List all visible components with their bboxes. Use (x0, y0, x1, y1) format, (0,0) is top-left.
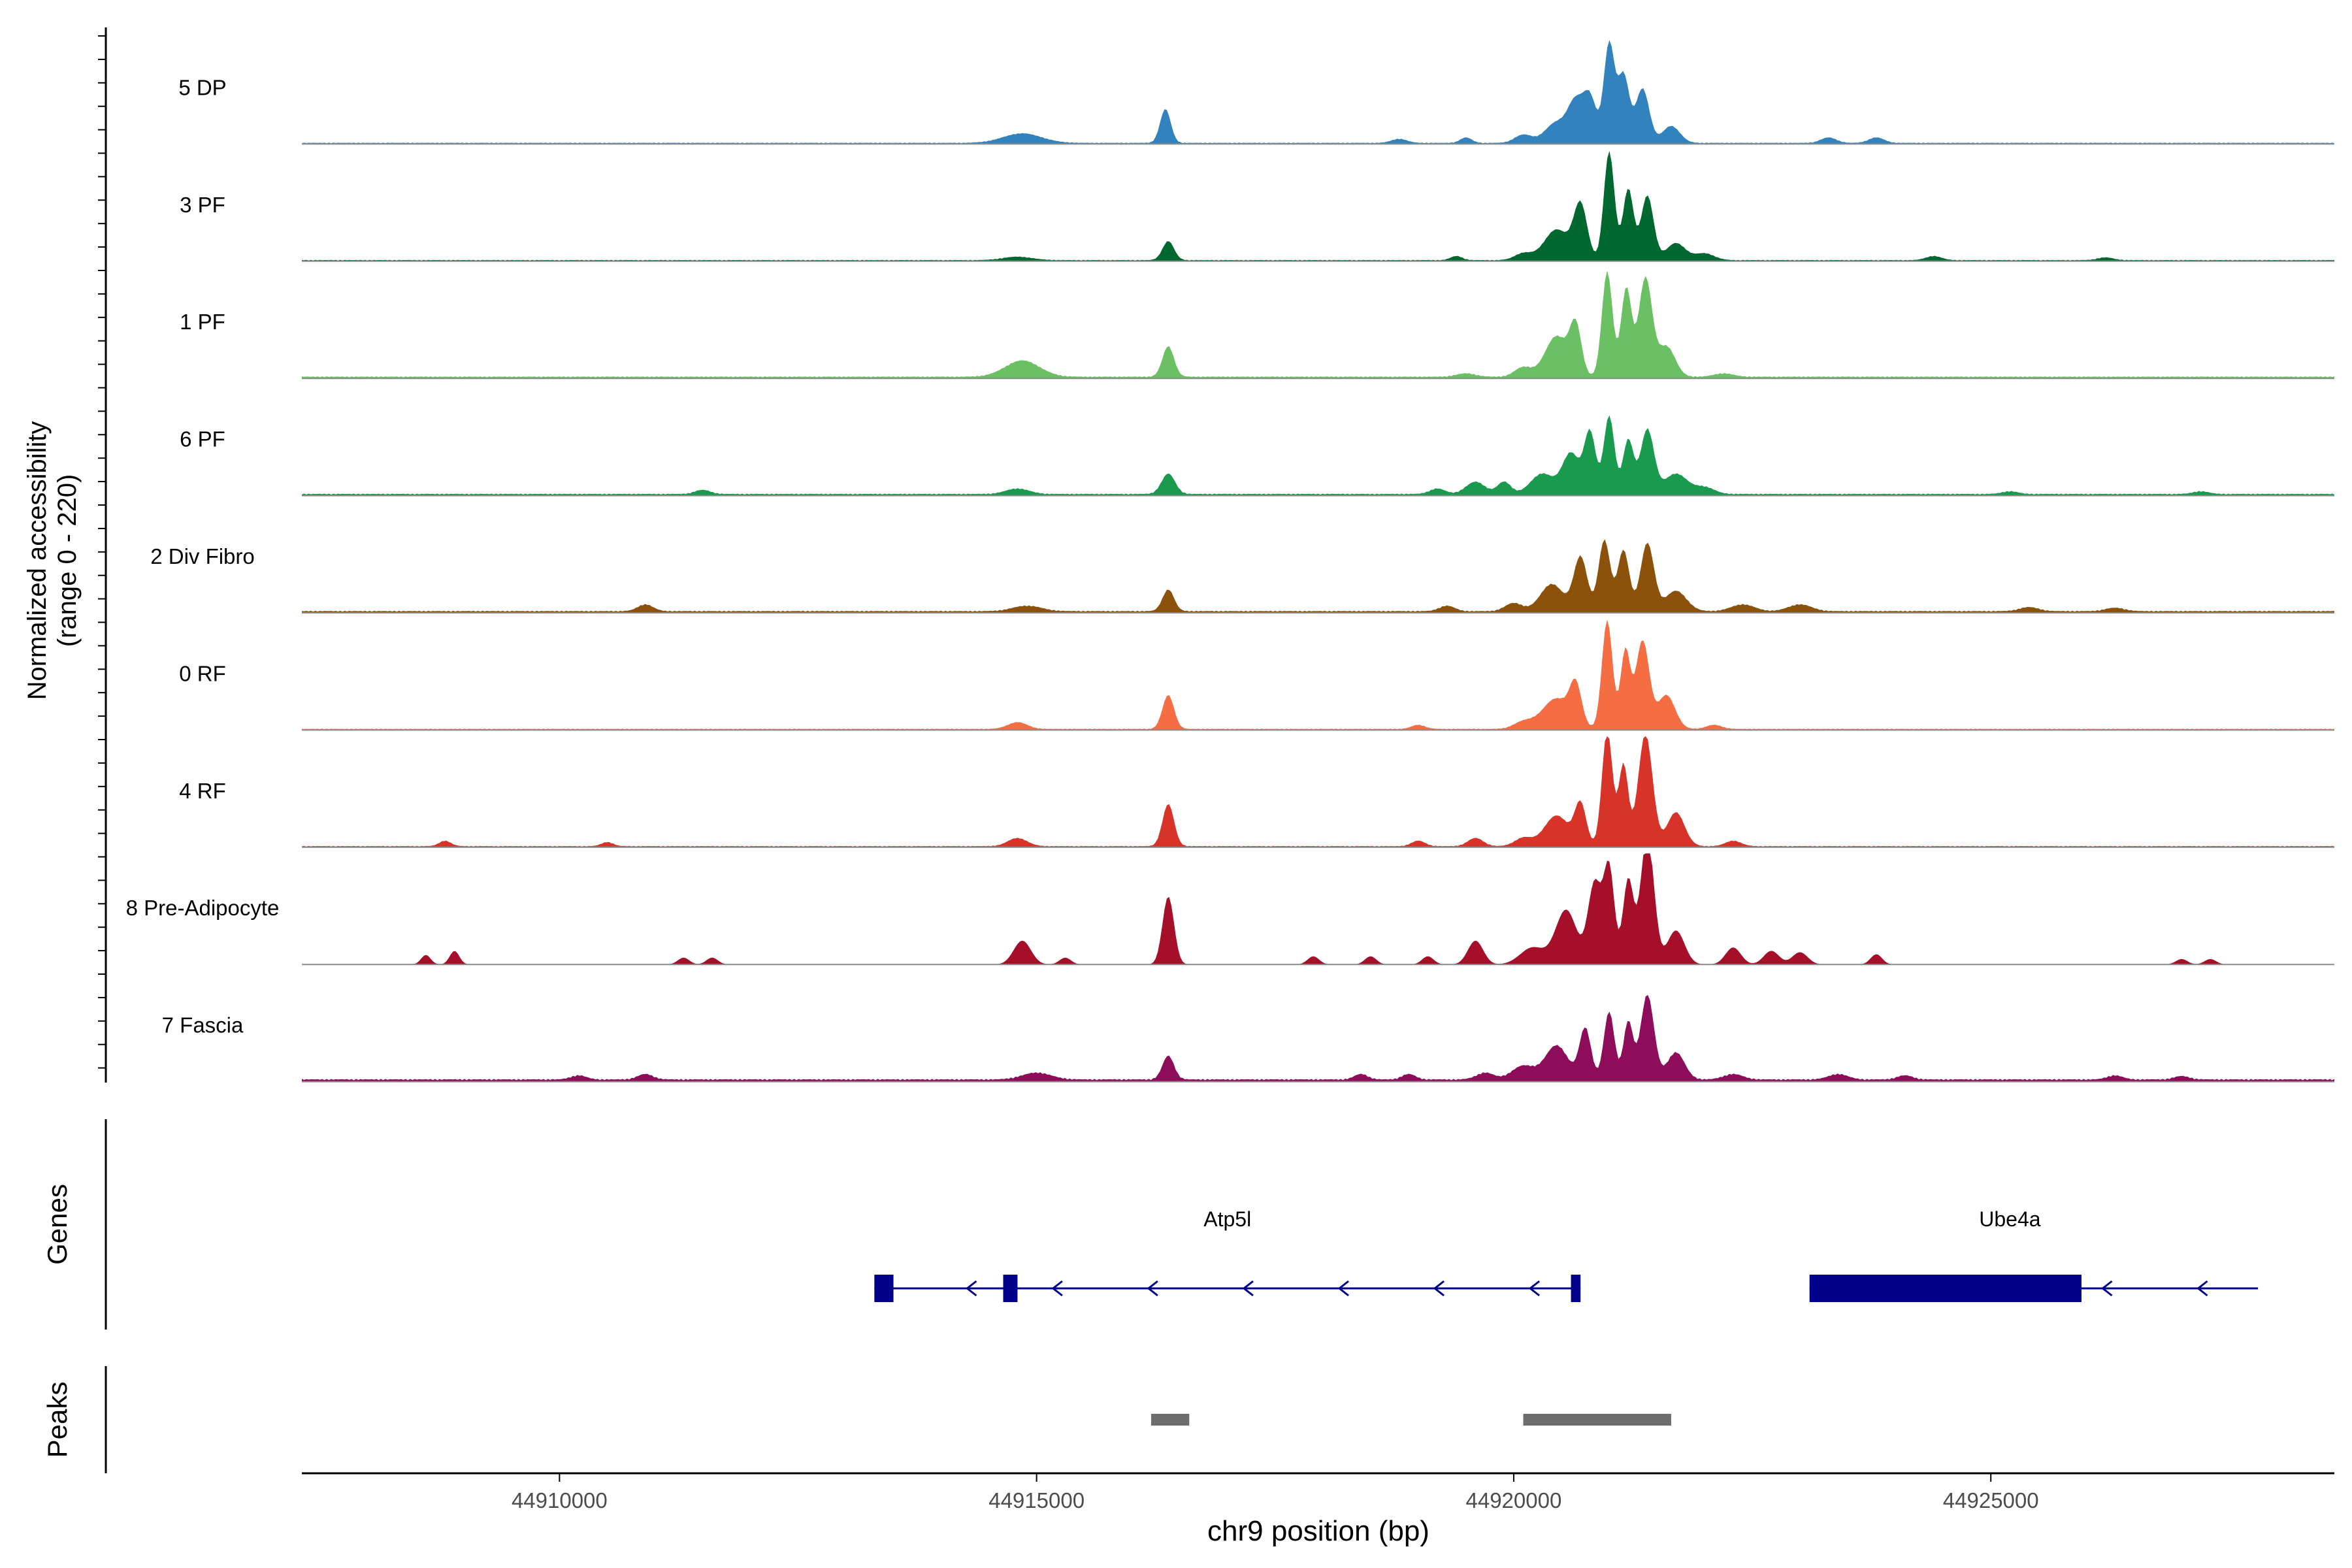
y-axis-title-line1: Normalized accessibility (23, 421, 52, 700)
track-5: 0 RF (179, 619, 2334, 731)
strand-arrow (1337, 1280, 1349, 1297)
track-0: 5 DP (178, 40, 2334, 145)
peak-region (1523, 1414, 1671, 1426)
track-label: 4 RF (179, 779, 226, 803)
strand-arrow (1528, 1280, 1541, 1297)
gene-atp5l: Atp5l (874, 1207, 1581, 1302)
gene-label: Ube4a (1979, 1207, 2041, 1231)
peaks-track (1151, 1414, 1671, 1426)
track-label: 5 DP (178, 75, 226, 99)
track-label: 1 PF (180, 310, 225, 334)
gene-ube4a: Ube4a (1809, 1207, 2259, 1302)
track-label: 7 Fascia (162, 1013, 244, 1037)
track-3: 6 PF (180, 415, 2334, 497)
strand-arrow (1433, 1280, 1445, 1297)
gene-exon (1003, 1275, 1018, 1302)
y-axis-title: Normalized accessibility (range 0 - 220) (23, 421, 82, 700)
gene-exon (1571, 1275, 1581, 1302)
peaks-track-title: Peaks (42, 1382, 73, 1458)
coverage-tracks: 5 DP 3 PF 1 PF 6 PF 2 Div Fibro 0 RF 4 RF 8 Pre… (126, 40, 2334, 1083)
gene-label: Atp5l (1203, 1207, 1251, 1231)
track-label: 0 RF (179, 661, 226, 685)
track-7: 8 Pre-Adipocyte (126, 853, 2334, 966)
track-label: 2 Div Fibro (150, 544, 255, 568)
track-2: 1 PF (180, 270, 2334, 380)
x-tick-label: 44925000 (1943, 1488, 2039, 1512)
x-axis-title: chr9 position (bp) (1207, 1515, 1429, 1547)
strand-arrow (1051, 1280, 1063, 1297)
strand-arrow (2101, 1280, 2113, 1297)
x-tick-label: 44915000 (988, 1488, 1085, 1512)
track-label: 8 Pre-Adipocyte (126, 896, 280, 920)
peaks-track-label: Peaks (42, 1382, 73, 1458)
track-label: 3 PF (180, 193, 225, 217)
gene-exon (1809, 1275, 2082, 1302)
x-tick-label: 44910000 (512, 1488, 608, 1512)
peak-region (1151, 1414, 1190, 1426)
track-6: 4 RF (179, 736, 2334, 848)
strand-arrow (1147, 1280, 1158, 1297)
strand-arrow (965, 1280, 977, 1297)
gene-exon (874, 1275, 894, 1302)
strand-arrow (1242, 1280, 1254, 1297)
track-label: 6 PF (180, 427, 225, 451)
coverage-y-ticks (98, 35, 106, 1069)
strand-arrow (2197, 1280, 2208, 1297)
x-axis-ticks: 44910000 44915000 44920000 44925000 (512, 1473, 2039, 1512)
track-4: 2 Div Fibro (150, 539, 2334, 613)
genes-track-title: Genes (42, 1184, 73, 1265)
y-axis-title-line2: (range 0 - 220) (53, 474, 82, 647)
track-8: 7 Fascia (162, 994, 2334, 1083)
x-tick-label: 44920000 (1466, 1488, 1562, 1512)
genes-track-label: Genes (42, 1184, 73, 1265)
track-1: 3 PF (180, 150, 2334, 262)
genes-track: Atp5l Ube4a (874, 1207, 2259, 1302)
